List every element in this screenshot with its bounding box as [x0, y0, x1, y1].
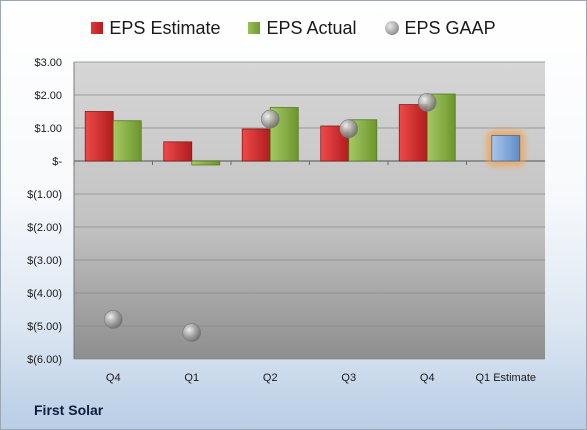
bar-q1-estimate [491, 135, 521, 162]
legend-label-estimate: EPS Estimate [109, 17, 221, 38]
chart-legend: EPS Estimate EPS Actual EPS GAAP [0, 14, 587, 42]
y-axis: $3.00 $2.00 $1.00 $- $(1.00) $(2.00) $(3.00) $(… [27, 57, 75, 366]
y-tick-label: $(3.00) [27, 255, 62, 267]
y-tick-label: $(2.00) [27, 222, 62, 234]
y-tick-label: $(6.00) [27, 354, 62, 366]
bar-eps-estimate [241, 128, 271, 162]
y-tick-label: $1.00 [34, 123, 62, 135]
x-tick-label: Q1 Estimate [475, 372, 536, 384]
company-name: First Solar [34, 402, 104, 418]
bar-eps-estimate [84, 111, 114, 162]
legend-label-gaap: EPS GAAP [404, 17, 496, 38]
y-tick-label: $(4.00) [27, 288, 62, 300]
y-tick-label: $(1.00) [27, 189, 62, 201]
x-tick-label: Q3 [341, 372, 356, 384]
legend-label-actual: EPS Actual [266, 17, 357, 38]
marker-eps-gaap [260, 109, 280, 129]
legend-item-estimate: EPS Estimate [91, 18, 220, 39]
y-tick-label: $2.00 [34, 90, 62, 102]
marker-eps-gaap [339, 119, 359, 138]
y-tick-label: $(5.00) [27, 321, 62, 333]
y-tick-label: $- [52, 156, 62, 168]
legend-swatch-actual [248, 22, 261, 34]
bars [84, 93, 525, 166]
x-tick-label: Q2 [263, 372, 278, 384]
x-tick-label: Q4 [106, 372, 121, 384]
bar-eps-actual [112, 120, 142, 162]
marker-eps-gaap [182, 323, 202, 342]
legend-swatch-estimate [91, 22, 104, 34]
bar-eps-actual [191, 160, 221, 166]
bar-eps-estimate [398, 104, 428, 162]
legend-item-gaap: EPS GAAP [384, 17, 496, 39]
gaap-markers [103, 92, 437, 342]
plot-area [74, 62, 545, 359]
marker-eps-gaap [103, 310, 123, 329]
x-tick-label: Q4 [420, 372, 435, 384]
bar-eps-estimate [163, 141, 193, 162]
legend-swatch-gaap [384, 21, 399, 35]
marker-eps-gaap [417, 92, 437, 112]
x-tick-label: Q1 [184, 372, 199, 384]
legend-item-actual: EPS Actual [248, 17, 357, 39]
x-axis: Q4 Q1 Q2 Q3 Q4 Q1 Estimate [73, 161, 536, 384]
y-tick-label: $3.00 [34, 57, 62, 69]
